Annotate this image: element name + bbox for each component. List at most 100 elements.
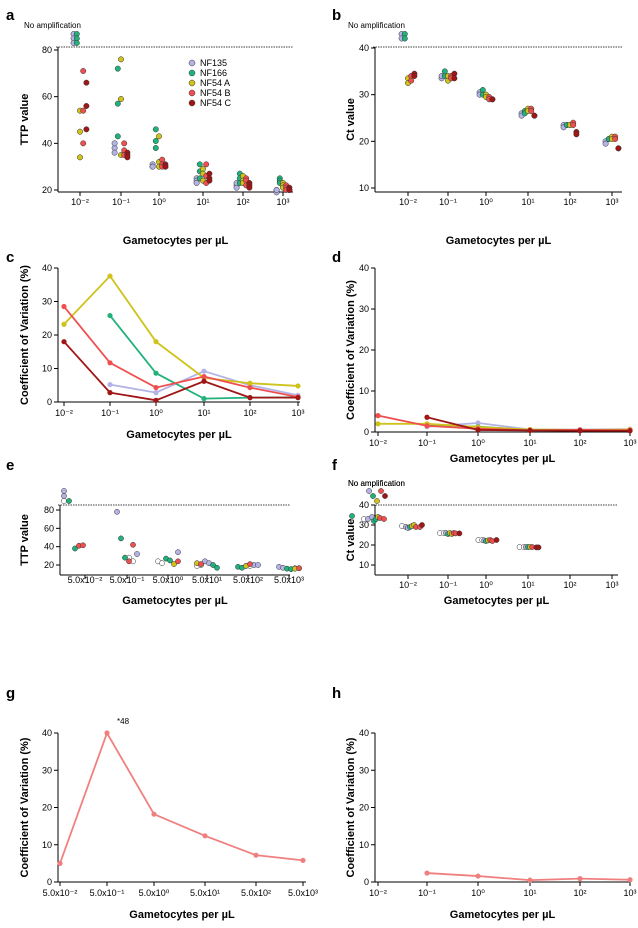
y-tick-label-h: 0	[364, 877, 369, 887]
y-tick-label-f: 40	[359, 500, 369, 510]
point-c-NF54-C	[201, 378, 207, 384]
line-c-NF54-A	[63, 274, 299, 387]
x-tick-label-h: 10⁻¹	[418, 888, 436, 898]
x-axis-title-e: Gametocytes per µL	[122, 595, 228, 607]
point-a-NF54-B	[80, 140, 87, 147]
y-tick-label-h: 30	[359, 765, 369, 775]
no-amp-point-f	[366, 488, 372, 494]
panel-label-f: f	[332, 457, 338, 474]
x-tick-label-f: 10³	[605, 580, 618, 590]
x-tick-label-d: 10¹	[523, 438, 536, 448]
legend-marker-NF135	[188, 59, 196, 67]
y-tick-label-e: 20	[44, 560, 54, 570]
x-tick-label-h: 10²	[573, 888, 586, 898]
no-amp-point-f	[382, 493, 388, 499]
point-h-pooled	[475, 873, 481, 879]
point-b-NF54-B	[528, 108, 535, 114]
x-tick-label-f: 10¹	[521, 580, 534, 590]
point-a-NF166	[73, 40, 80, 46]
panel-f: f 10 20 30 40 10⁻² 10⁻¹ 10⁰ 10¹ 10² 10³ Gametocytes…	[332, 457, 619, 607]
point-a-NF54-B	[203, 161, 210, 168]
point-e	[171, 561, 177, 567]
point-a-NF54-C	[124, 154, 131, 161]
y-tick-label-c: 30	[42, 297, 52, 307]
point-e	[118, 535, 124, 542]
point-g-pooled	[151, 811, 157, 817]
point-d-NF54-C	[475, 427, 481, 433]
annotation-g: *48	[117, 717, 130, 726]
y-axis-title-h: Coefficient of Variation (%)	[345, 737, 357, 877]
panel-b: b 10 20 30 40 10⁻² 10⁻¹ 10⁰ 10¹ 10² 10³ Gametocytes…	[332, 7, 622, 247]
point-d-NF54-B	[424, 423, 430, 429]
legend-label-NF54-C: NF54 C	[200, 98, 232, 108]
no-amp-point-f	[374, 498, 380, 504]
y-tick-label-e: 40	[44, 542, 54, 552]
x-tick-label-c: 10⁰	[149, 408, 163, 418]
point-e	[296, 565, 302, 572]
point-f	[349, 513, 355, 519]
x-axis-title-h: Gametocytes per µL	[450, 909, 556, 921]
point-e	[126, 558, 132, 565]
no-amp-point-f	[378, 488, 384, 494]
y-tick-label-f: 30	[359, 520, 369, 530]
x-tick-label-e: 5.0x10²	[233, 575, 263, 585]
y-tick-label-h: 20	[359, 803, 369, 813]
point-e	[134, 551, 140, 557]
point-b-NF54-C	[489, 96, 496, 103]
point-c-NF54-C	[295, 395, 301, 401]
y-tick-label-b: 40	[359, 43, 369, 53]
x-tick-label-a: 10³	[276, 197, 289, 207]
panel-c: c 0 10 20 30 40 10⁻² 10⁻¹ 10⁰ 10¹ 10² 10³ Gametocyte…	[6, 249, 305, 441]
point-e	[255, 562, 261, 568]
y-tick-label-f: 10	[359, 560, 369, 570]
y-tick-label-a: 20	[42, 185, 52, 195]
point-d-NF54-B	[375, 413, 381, 419]
x-tick-label-b: 10⁰	[479, 197, 493, 207]
x-axis-title-b: Gametocytes per µL	[446, 235, 552, 247]
point-c-NF54-A	[153, 339, 159, 345]
y-tick-label-c: 0	[47, 397, 52, 407]
point-c-NF54-A	[295, 383, 301, 389]
x-tick-label-b: 10²	[563, 197, 576, 207]
x-tick-label-e: 5.0x10⁻¹	[110, 575, 145, 585]
point-a-NF166	[114, 133, 121, 140]
point-c-NF135	[153, 390, 159, 396]
legend-label-NF54-B: NF54 B	[200, 88, 231, 98]
point-e	[198, 561, 204, 567]
point-b-NF54-B	[612, 136, 619, 142]
x-tick-label-c: 10⁻²	[55, 408, 73, 418]
y-tick-label-c: 10	[42, 364, 52, 374]
point-c-NF135	[107, 381, 113, 388]
point-e	[122, 554, 128, 561]
point-a-NF54-B	[121, 140, 128, 147]
point-d-NF54-C	[577, 428, 583, 434]
y-tick-label-d: 30	[359, 304, 369, 314]
line-g-pooled	[59, 730, 304, 864]
panel-label-d: d	[332, 249, 341, 266]
y-axis-title-f: Ct value	[345, 519, 357, 562]
point-e	[130, 541, 136, 548]
x-tick-label-a: 10⁻¹	[112, 197, 130, 207]
point-a-NF135	[111, 140, 118, 147]
point-e	[72, 545, 78, 552]
legend-label-NF54-A: NF54 A	[200, 78, 230, 88]
x-axis-title-f: Gametocytes per µL	[444, 595, 550, 607]
x-tick-label-h: 10¹	[523, 888, 536, 898]
x-tick-label-c: 10¹	[197, 408, 210, 418]
y-tick-label-a: 80	[42, 45, 52, 55]
x-tick-label-g: 5.0x10⁰	[139, 888, 170, 898]
no-amp-point-e	[61, 493, 67, 499]
panel-label-a: a	[6, 7, 15, 24]
point-a-NF135	[149, 163, 156, 170]
x-tick-label-g: 5.0x10³	[288, 888, 318, 898]
panel-h: h 0 10 20 30 40 10⁻² 10⁻¹ 10⁰ 10¹ 10² 10³ Gametocyte…	[332, 685, 637, 921]
point-b-NF54-B	[408, 77, 415, 84]
point-b-NF166	[441, 68, 448, 75]
y-axis-title-c: Coefficient of Variation (%)	[19, 265, 31, 405]
point-c-NF166	[107, 312, 113, 319]
x-tick-label-d: 10⁻²	[369, 438, 387, 448]
point-b-NF54-C	[531, 112, 538, 119]
point-g-pooled	[202, 833, 208, 839]
x-tick-label-a: 10⁻²	[71, 197, 89, 207]
no-amplification-label-f: No amplification	[348, 479, 405, 488]
